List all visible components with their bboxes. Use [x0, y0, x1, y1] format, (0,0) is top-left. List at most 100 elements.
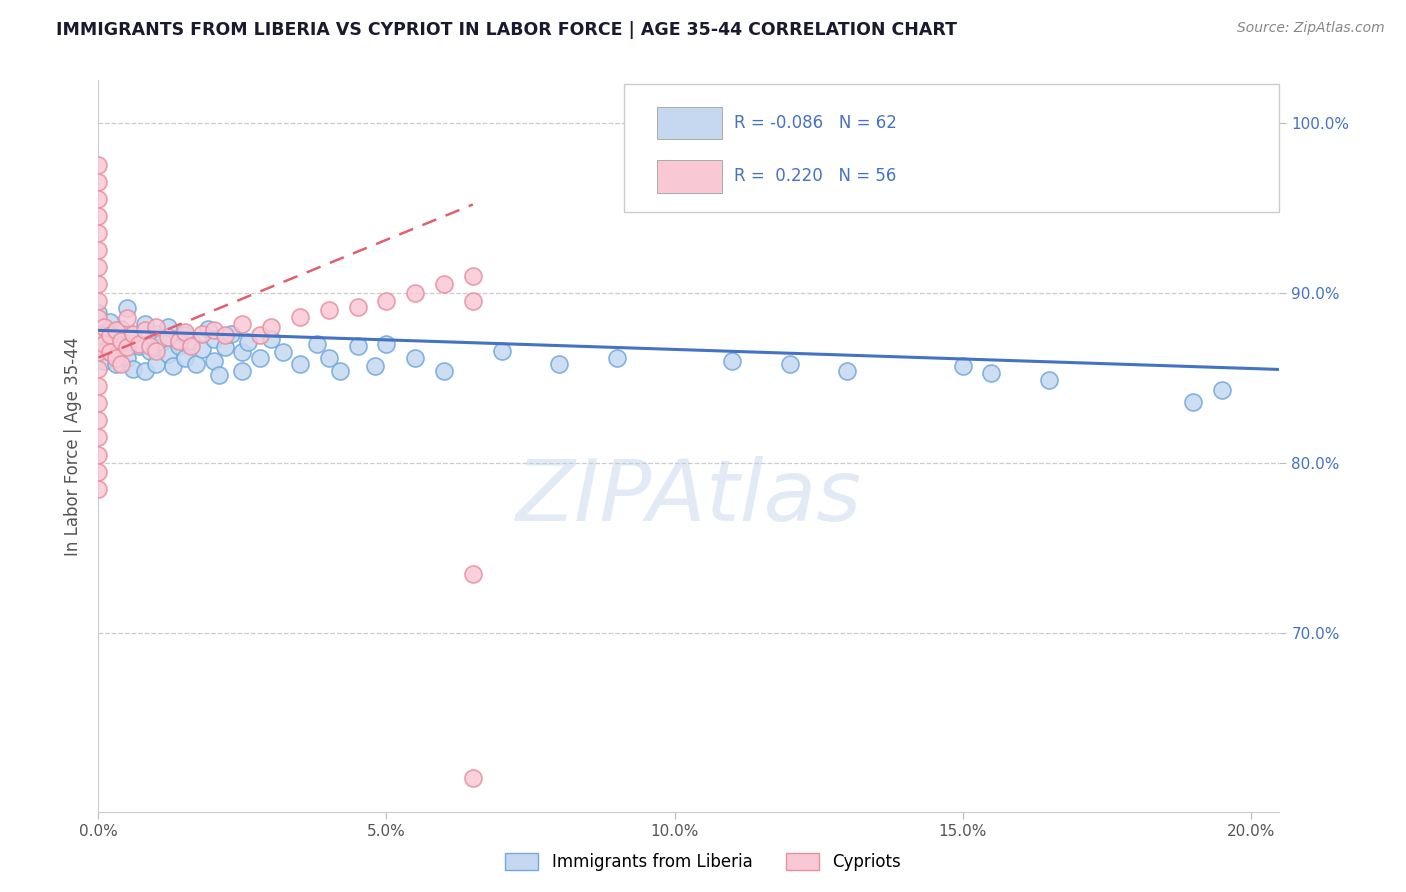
Point — [329, 364, 352, 378]
Point — [433, 364, 456, 378]
Point — [721, 354, 744, 368]
Point — [87, 260, 110, 275]
Point — [110, 321, 132, 335]
Y-axis label: In Labor Force | Age 35-44: In Labor Force | Age 35-44 — [63, 336, 82, 556]
Point — [202, 354, 225, 368]
Point — [115, 351, 138, 365]
Point — [87, 379, 110, 393]
Point — [318, 302, 340, 317]
FancyBboxPatch shape — [624, 84, 1279, 212]
Point — [318, 351, 340, 365]
Point — [173, 351, 195, 365]
Point — [87, 465, 110, 479]
Point — [93, 335, 115, 350]
Point — [104, 351, 127, 365]
Point — [98, 345, 121, 359]
Point — [87, 430, 110, 444]
Point — [139, 338, 162, 352]
Point — [288, 310, 311, 324]
Point — [87, 311, 110, 326]
Point — [249, 328, 271, 343]
Point — [150, 335, 173, 350]
Legend: Immigrants from Liberia, Cypriots: Immigrants from Liberia, Cypriots — [496, 845, 910, 880]
Point — [128, 338, 150, 352]
Point — [664, 163, 686, 178]
Point — [87, 413, 110, 427]
Point — [115, 311, 138, 326]
Point — [249, 351, 271, 365]
Point — [180, 334, 202, 348]
Point — [1182, 394, 1205, 409]
Point — [779, 357, 801, 371]
Point — [238, 335, 260, 350]
Point — [93, 337, 115, 351]
Point — [134, 364, 156, 378]
Point — [98, 315, 121, 329]
Point — [139, 343, 162, 358]
Text: R = -0.086   N = 62: R = -0.086 N = 62 — [734, 114, 897, 132]
Point — [87, 227, 110, 241]
Point — [87, 396, 110, 410]
Point — [548, 357, 571, 371]
Point — [167, 334, 190, 348]
Point — [837, 364, 859, 378]
Point — [346, 338, 368, 352]
Point — [87, 158, 110, 172]
Point — [115, 340, 138, 354]
Point — [307, 337, 329, 351]
Point — [952, 359, 974, 373]
Point — [288, 357, 311, 371]
Point — [173, 325, 195, 339]
Point — [214, 328, 236, 343]
Point — [375, 294, 398, 309]
Point — [87, 277, 110, 292]
Point — [134, 317, 156, 331]
Point — [191, 342, 214, 356]
Point — [162, 359, 184, 373]
Point — [173, 328, 195, 343]
Point — [122, 362, 145, 376]
FancyBboxPatch shape — [657, 160, 723, 193]
Point — [186, 357, 208, 371]
Point — [156, 330, 179, 344]
Point — [260, 320, 283, 334]
Point — [122, 328, 145, 343]
Point — [219, 326, 242, 341]
Point — [404, 285, 426, 300]
Point — [231, 345, 253, 359]
Point — [433, 277, 456, 292]
Point — [461, 771, 484, 785]
Point — [202, 323, 225, 337]
Point — [191, 326, 214, 341]
Point — [122, 326, 145, 341]
Point — [87, 244, 110, 258]
Point — [145, 320, 167, 334]
Point — [346, 300, 368, 314]
Point — [214, 340, 236, 354]
Point — [87, 210, 110, 224]
Point — [145, 326, 167, 341]
Text: R =  0.220   N = 56: R = 0.220 N = 56 — [734, 168, 896, 186]
Point — [180, 338, 202, 352]
Point — [461, 268, 484, 283]
Point — [375, 337, 398, 351]
Point — [104, 334, 127, 348]
Point — [87, 482, 110, 496]
Point — [1038, 373, 1060, 387]
Point — [98, 328, 121, 343]
Point — [364, 359, 387, 373]
Point — [260, 332, 283, 346]
Text: IMMIGRANTS FROM LIBERIA VS CYPRIOT IN LABOR FORCE | AGE 35-44 CORRELATION CHART: IMMIGRANTS FROM LIBERIA VS CYPRIOT IN LA… — [56, 21, 957, 38]
Point — [491, 343, 513, 358]
Point — [87, 328, 110, 343]
Point — [202, 332, 225, 346]
Point — [110, 357, 132, 371]
Point — [134, 323, 156, 337]
Point — [93, 354, 115, 368]
Point — [231, 364, 253, 378]
Point — [98, 345, 121, 359]
Point — [87, 345, 110, 359]
Point — [1211, 383, 1233, 397]
Point — [104, 357, 127, 371]
Point — [87, 362, 110, 376]
